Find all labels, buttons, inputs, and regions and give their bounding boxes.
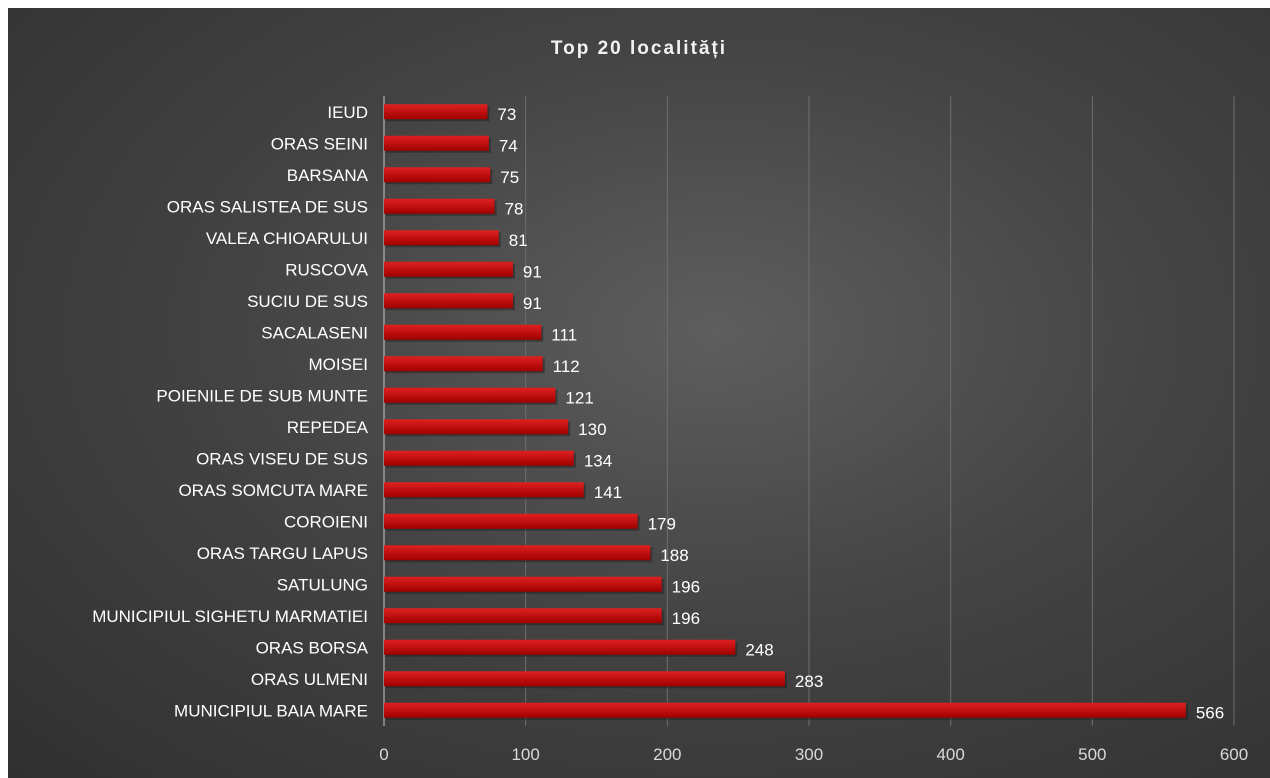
bar-chart: IEUD ORAS SEINI BARSANA ORAS SALISTEA DE SU… (92, 96, 1248, 764)
bar (384, 324, 542, 340)
x-tick-label: 300 (795, 745, 823, 764)
category-label: IEUD (327, 103, 368, 122)
bar (384, 198, 495, 214)
data-label: 134 (584, 451, 612, 470)
data-label: 283 (795, 672, 823, 691)
bar (384, 135, 489, 151)
data-label: 188 (660, 546, 688, 565)
category-label: SATULUNG (277, 575, 368, 594)
grid-lines (383, 96, 1235, 726)
category-label: SACALASENI (261, 323, 368, 342)
x-axis-tick-labels: 0 100 200 300 400 500 600 (379, 745, 1248, 764)
data-label: 179 (648, 514, 676, 533)
category-label: SUCIU DE SUS (247, 292, 368, 311)
data-label: 196 (672, 577, 700, 596)
x-tick-label: 500 (1078, 745, 1106, 764)
bar (384, 576, 662, 592)
data-label: 81 (509, 231, 528, 250)
bar (384, 482, 584, 498)
x-tick-label: 600 (1220, 745, 1248, 764)
category-label: RUSCOVA (285, 260, 368, 279)
bar (384, 230, 499, 246)
category-label: ORAS SOMCUTA MARE (178, 481, 368, 500)
bar (384, 702, 1186, 718)
data-label: 121 (565, 388, 593, 407)
bar (384, 356, 543, 372)
category-label: REPEDEA (287, 418, 369, 437)
data-label: 75 (500, 168, 519, 187)
chart-area: Top 20 localități IEUD ORAS SEINI BARSANA O… (8, 8, 1270, 778)
data-label: 141 (594, 483, 622, 502)
category-label: MOISEI (308, 355, 368, 374)
bar (384, 293, 513, 309)
category-label: ORAS TARGU LAPUS (197, 544, 368, 563)
x-tick-label: 400 (936, 745, 964, 764)
category-labels: IEUD ORAS SEINI BARSANA ORAS SALISTEA DE SU… (92, 103, 368, 721)
bar (384, 513, 638, 529)
category-label: ORAS ULMENI (251, 670, 368, 689)
category-label: BARSANA (287, 166, 369, 185)
category-label: VALEA CHIOARULUI (206, 229, 368, 248)
data-label: 74 (499, 136, 518, 155)
bar (384, 671, 785, 687)
x-tick-label: 100 (511, 745, 539, 764)
data-label: 91 (523, 262, 542, 281)
category-label: COROIENI (284, 512, 368, 531)
bar (384, 450, 574, 466)
category-label: MUNICIPIUL BAIA MARE (174, 701, 368, 720)
category-label: POIENILE DE SUB MUNTE (156, 386, 368, 405)
data-label: 73 (497, 105, 516, 124)
bars (384, 104, 1188, 720)
bar (384, 608, 662, 624)
bar (384, 387, 556, 403)
data-label: 91 (523, 294, 542, 313)
category-label: ORAS SEINI (271, 134, 368, 153)
chart-title: Top 20 localități (550, 38, 728, 59)
category-label: MUNICIPIUL SIGHETU MARMATIEI (92, 607, 368, 626)
category-label: ORAS BORSA (256, 638, 369, 657)
data-label: 78 (505, 199, 524, 218)
bar (384, 545, 651, 561)
bar (384, 261, 513, 277)
bar (384, 639, 736, 655)
bar (384, 419, 569, 435)
data-label: 130 (578, 420, 606, 439)
bar (384, 167, 491, 183)
data-label: 111 (551, 325, 577, 344)
data-label: 112 (553, 357, 580, 376)
x-tick-label: 200 (653, 745, 681, 764)
category-label: ORAS SALISTEA DE SUS (167, 197, 368, 216)
category-label: ORAS VISEU DE SUS (196, 449, 368, 468)
x-tick-label: 0 (379, 745, 388, 764)
data-label: 248 (745, 640, 773, 659)
bar (384, 104, 488, 120)
data-label: 566 (1196, 703, 1224, 722)
value-labels: 73 74 75 78 81 91 91 111 112 121 130 134 141 179 188 19… (497, 105, 1224, 723)
data-label: 196 (672, 609, 700, 628)
